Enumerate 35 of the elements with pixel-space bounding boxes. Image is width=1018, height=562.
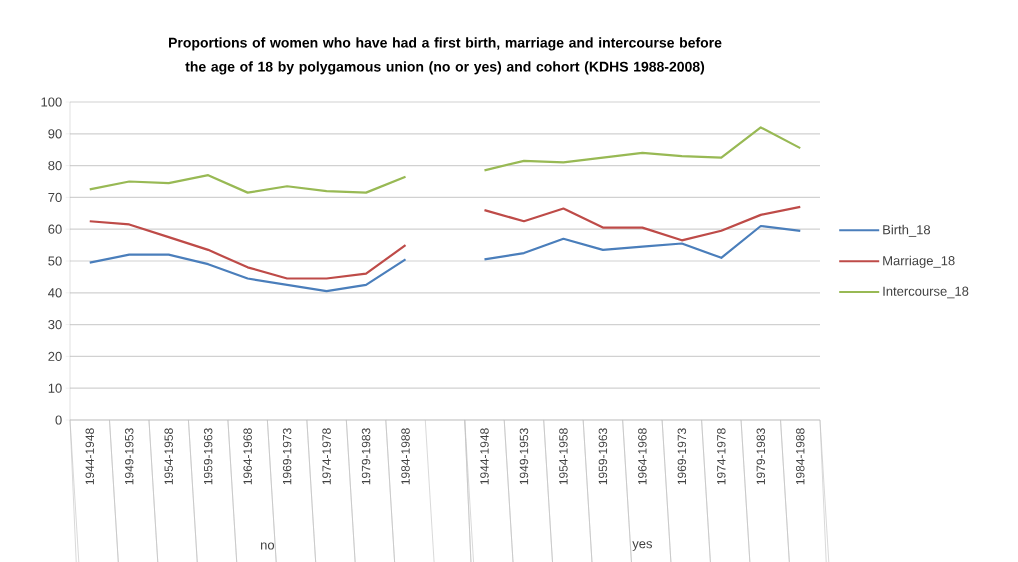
chart-title: Proportions of women who have had a first birth, marriage and intercourse before the age of 18 by polygamous union (no or yes) and cohort (KDHS 1988-2008) [169, 37, 722, 75]
legend-label: Birth_18 [883, 224, 931, 237]
x-tick-label: 1979-1983 [361, 428, 371, 485]
y-tick-label: 80 [48, 160, 62, 171]
x-tick-label: 1959-1963 [203, 428, 213, 485]
x-tick-label: 1964-1968 [638, 428, 647, 485]
x-tick-label: 1949-1953 [519, 428, 529, 485]
legend-label: Marriage_18 [883, 255, 955, 268]
y-tick-label: 20 [48, 351, 62, 361]
y-tick-label: 30 [48, 319, 62, 330]
y-tick-label: 60 [48, 224, 62, 234]
y-tick-label: 50 [48, 256, 62, 266]
x-tick-label: 1984-1988 [401, 428, 410, 485]
x-tick-label: 1974-1978 [322, 428, 331, 485]
x-tick-label: 1954-1958 [164, 428, 173, 485]
y-tick-label: 70 [48, 192, 62, 202]
x-tick-label: 1959-1963 [598, 428, 608, 485]
y-tick-label: 90 [48, 129, 62, 139]
x-tick-label: 1949-1953 [124, 428, 134, 485]
x-tick-label: 1964-1968 [243, 428, 252, 485]
x-tick-label: 1944-1948 [480, 428, 489, 485]
x-tick-label: 1974-1978 [717, 428, 726, 485]
y-tick-label: 40 [48, 288, 62, 298]
y-tick-label: 100 [41, 97, 62, 107]
y-tick-label: 0 [55, 415, 62, 425]
y-tick-label: 10 [48, 383, 62, 393]
x-tick-label: 1969-1973 [282, 428, 292, 485]
x-tick-label: 1944-1948 [85, 428, 94, 485]
x-tick-label: 1979-1983 [756, 428, 766, 485]
x-tick-label: 1984-1988 [796, 428, 805, 485]
x-tick-label: 1969-1973 [677, 428, 687, 485]
legend-label: Intercourse_18 [883, 286, 969, 299]
x-tick-label: 1954-1958 [559, 428, 568, 485]
text: no [261, 542, 275, 550]
text: yes [632, 541, 653, 551]
